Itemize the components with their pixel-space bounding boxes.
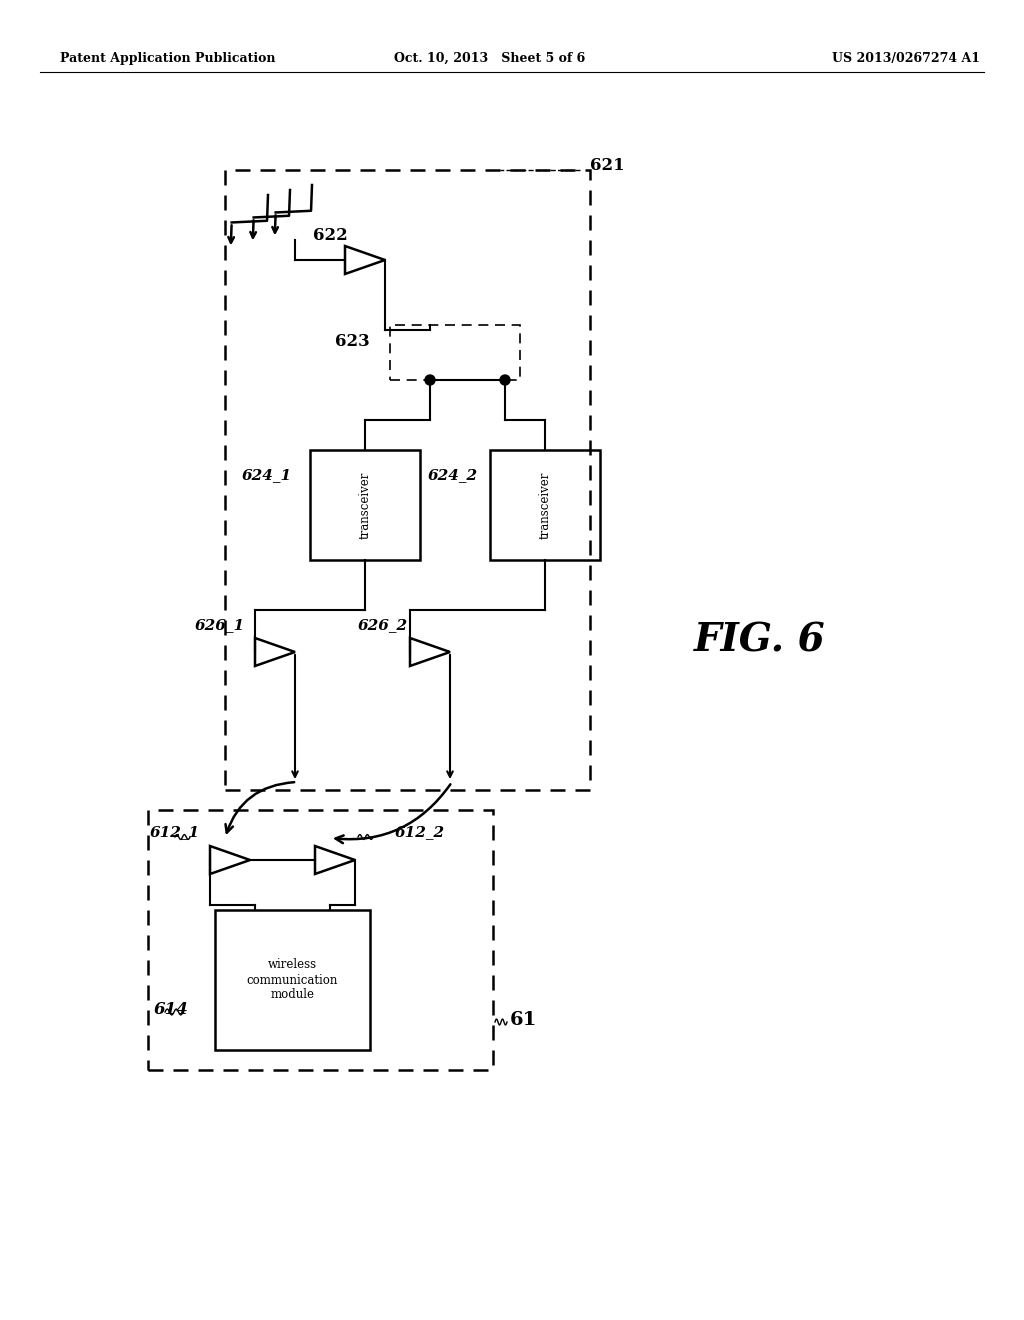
Text: transceiver: transceiver xyxy=(539,471,552,539)
Bar xyxy=(225,170,590,789)
Text: 624_1: 624_1 xyxy=(242,469,292,482)
Text: FIG. 6: FIG. 6 xyxy=(694,620,825,659)
Text: 621: 621 xyxy=(590,157,625,173)
Circle shape xyxy=(425,375,435,385)
Bar xyxy=(215,909,370,1049)
Text: Oct. 10, 2013   Sheet 5 of 6: Oct. 10, 2013 Sheet 5 of 6 xyxy=(394,51,586,65)
Text: 612_1: 612_1 xyxy=(150,825,200,840)
Text: 623: 623 xyxy=(335,334,370,351)
Bar xyxy=(390,325,520,380)
Bar xyxy=(490,450,600,560)
Text: 614: 614 xyxy=(154,1002,188,1019)
Text: 622: 622 xyxy=(312,227,347,243)
Text: wireless
communication
module: wireless communication module xyxy=(247,958,338,1002)
Text: Patent Application Publication: Patent Application Publication xyxy=(60,51,275,65)
Text: 612_2: 612_2 xyxy=(395,825,445,840)
Text: 626_2: 626_2 xyxy=(357,618,408,632)
Text: 61: 61 xyxy=(510,1011,538,1030)
Text: 626_1: 626_1 xyxy=(195,618,245,632)
Bar xyxy=(148,810,493,1071)
Text: transceiver: transceiver xyxy=(358,471,372,539)
Circle shape xyxy=(500,375,510,385)
Text: 624_2: 624_2 xyxy=(428,469,478,482)
Bar xyxy=(310,450,420,560)
Text: US 2013/0267274 A1: US 2013/0267274 A1 xyxy=(831,51,980,65)
